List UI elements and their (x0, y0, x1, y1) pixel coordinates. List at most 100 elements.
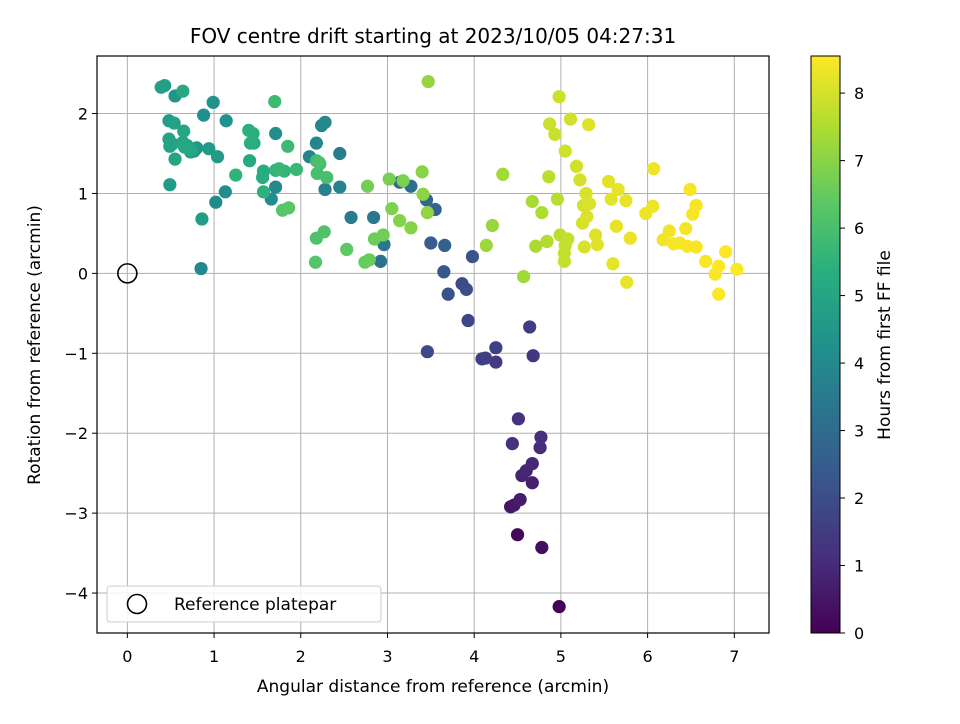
data-point (542, 170, 556, 184)
data-point (281, 139, 295, 153)
data-point (511, 412, 526, 426)
data-point (282, 201, 296, 215)
data-point (535, 206, 549, 220)
data-point (360, 179, 375, 193)
data-point (534, 430, 548, 444)
data-point (496, 167, 510, 181)
data-point (167, 116, 181, 130)
data-point (318, 182, 332, 197)
data-point (177, 124, 191, 138)
data-point (367, 210, 381, 225)
data-point (611, 182, 625, 197)
data-point (543, 117, 557, 131)
data-point (679, 222, 693, 236)
data-point (309, 136, 323, 150)
data-point (256, 170, 270, 185)
data-point (563, 112, 578, 126)
colorbar-tick-label: 5 (854, 287, 864, 306)
data-point (377, 238, 391, 252)
data-point (479, 238, 493, 253)
data-point (489, 355, 503, 369)
data-point (730, 262, 744, 276)
data-point (393, 214, 407, 228)
data-point (256, 185, 271, 199)
legend: Reference platepar (106, 585, 382, 623)
data-point (712, 259, 726, 273)
data-point (184, 143, 198, 157)
data-point (529, 239, 543, 253)
data-point (505, 436, 519, 451)
data-point (552, 90, 566, 104)
data-point (461, 313, 475, 328)
data-point (699, 254, 713, 268)
data-point (489, 341, 503, 355)
data-point (218, 185, 232, 199)
data-point (525, 456, 539, 471)
y-tick-label: −2 (64, 424, 88, 443)
data-point (219, 114, 233, 128)
data-point (712, 287, 726, 301)
data-point (580, 210, 594, 224)
data-point (289, 162, 304, 177)
data-point (312, 155, 326, 169)
data-point (229, 168, 243, 182)
data-point (420, 345, 434, 359)
data-point (517, 269, 531, 284)
chart-title: FOV centre drift starting at 2023/10/05 … (190, 24, 676, 48)
legend-marker-icon (126, 593, 148, 615)
data-point (623, 231, 637, 245)
colorbar-tick-label: 6 (854, 219, 864, 238)
x-tick-label: 1 (209, 647, 219, 666)
colorbar-tick-label: 3 (854, 422, 864, 441)
colorbar: 0 1 2 3 4 5 6 7 8 Hours from first FF file (810, 55, 895, 643)
data-point (420, 206, 434, 220)
x-tick-label: 3 (382, 647, 392, 666)
x-tick-label: 6 (643, 647, 653, 666)
data-point (269, 126, 283, 141)
data-point (485, 218, 499, 233)
data-point (424, 236, 438, 250)
data-point (582, 118, 596, 132)
data-point (404, 221, 418, 235)
data-point (246, 126, 260, 141)
data-point (197, 108, 211, 122)
data-point (561, 232, 575, 246)
x-tick-label: 7 (729, 647, 739, 666)
data-point (459, 282, 473, 296)
data-point (533, 440, 547, 455)
y-tick-label: −3 (64, 504, 88, 523)
data-point (662, 224, 676, 238)
data-point (194, 261, 208, 276)
colorbar-label: Hours from first FF file (875, 250, 895, 440)
x-axis-label: Angular distance from reference (arcmin) (257, 677, 609, 697)
data-point (165, 137, 180, 151)
data-point (268, 94, 282, 109)
data-point (376, 228, 390, 242)
data-point (510, 528, 525, 542)
data-point (333, 180, 347, 194)
plot-frame (96, 55, 770, 634)
data-point (590, 238, 604, 252)
data-point (606, 257, 620, 271)
data-point (206, 95, 220, 109)
data-point (579, 186, 593, 201)
data-point (525, 476, 539, 490)
x-tick-label: 5 (556, 647, 566, 666)
legend-label: Reference platepar (174, 595, 336, 615)
data-point (385, 202, 399, 216)
colorbar-tick-label: 1 (854, 557, 864, 576)
data-point (689, 240, 703, 254)
colorbar-ticks: 0 1 2 3 4 5 6 7 8 (840, 84, 864, 643)
data-point (396, 174, 410, 188)
data-point (340, 242, 354, 256)
data-point (577, 240, 591, 254)
reference-platepar-marker (117, 263, 138, 284)
data-point (550, 192, 565, 206)
data-point (318, 115, 332, 129)
data-point (441, 287, 455, 301)
data-point (210, 150, 225, 164)
data-point (202, 142, 216, 156)
data-point (582, 197, 597, 211)
x-tick-label: 2 (296, 647, 306, 666)
y-tick-label: 1 (78, 184, 88, 203)
